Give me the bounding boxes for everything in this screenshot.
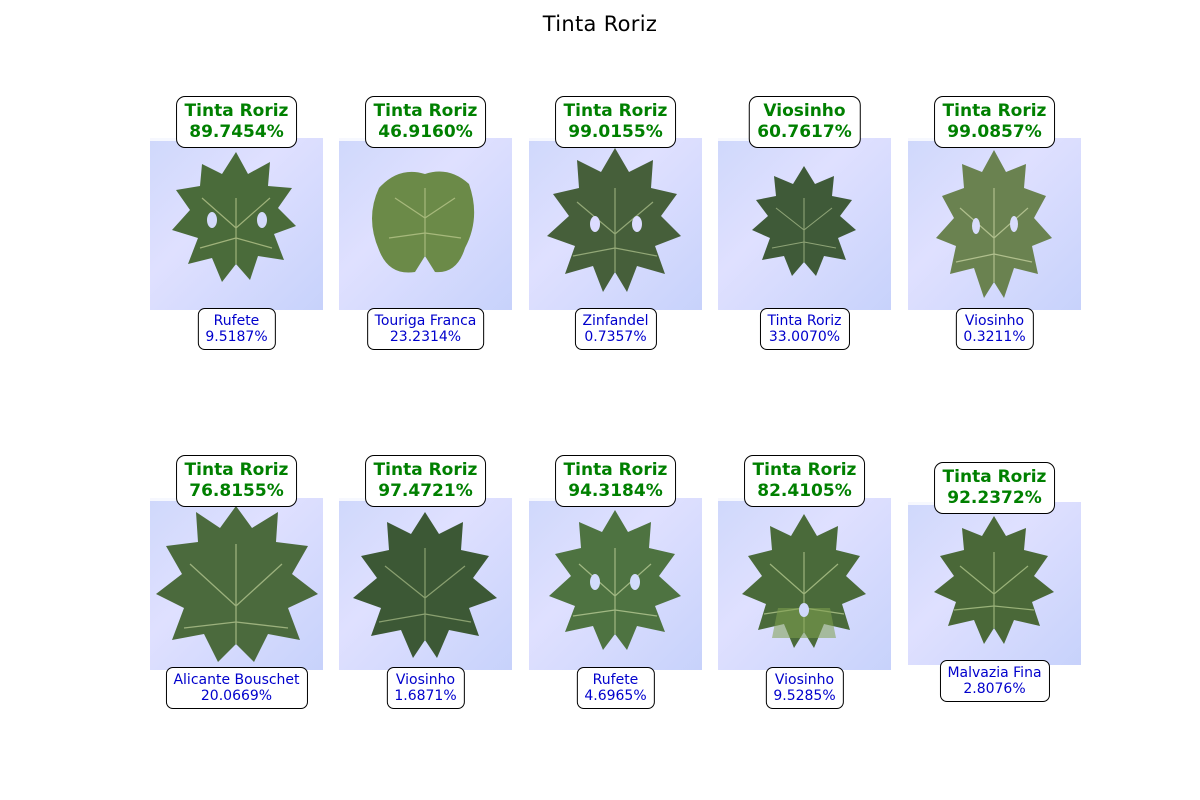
leaf-image bbox=[150, 138, 323, 310]
secondary-prediction-name: Zinfandel bbox=[582, 313, 649, 329]
leaf-image bbox=[529, 138, 702, 310]
figure-title: Tinta Roriz bbox=[542, 12, 658, 36]
secondary-prediction-name: Rufete bbox=[592, 672, 639, 688]
top-prediction-percent: 92.2372% bbox=[947, 488, 1042, 508]
top-prediction-name: Tinta Roriz bbox=[184, 101, 289, 121]
secondary-prediction-name: Viosinho bbox=[774, 672, 835, 688]
leaf-image bbox=[718, 498, 891, 670]
prediction-cell-6: Tinta Roriz 76.8155% Alicante Bouschet 2… bbox=[150, 455, 323, 775]
leaf-image bbox=[339, 138, 512, 310]
prediction-cell-7: Tinta Roriz 97.4721% Viosinho 1.6871% bbox=[339, 455, 512, 775]
top-prediction-percent: 46.9160% bbox=[378, 122, 473, 142]
top-prediction-name: Viosinho bbox=[763, 101, 846, 121]
secondary-prediction-label: Alicante Bouschet 20.0669% bbox=[165, 667, 308, 709]
prediction-cell-3: Tinta Roriz 99.0155% Zinfandel 0.7357% bbox=[529, 96, 702, 416]
leaf-image bbox=[529, 498, 702, 670]
top-prediction-percent: 99.0155% bbox=[568, 122, 663, 142]
top-prediction-label: Tinta Roriz 89.7454% bbox=[175, 96, 298, 148]
top-prediction-name: Tinta Roriz bbox=[942, 467, 1047, 487]
secondary-prediction-percent: 23.2314% bbox=[389, 329, 462, 345]
secondary-prediction-percent: 9.5285% bbox=[773, 688, 836, 704]
leaf-image bbox=[908, 138, 1081, 310]
top-prediction-label: Tinta Roriz 76.8155% bbox=[175, 455, 298, 507]
top-prediction-name: Tinta Roriz bbox=[373, 460, 478, 480]
secondary-prediction-percent: 20.0669% bbox=[200, 688, 273, 704]
secondary-prediction-label: Viosinho 1.6871% bbox=[386, 667, 465, 709]
top-prediction-label: Tinta Roriz 99.0155% bbox=[554, 96, 677, 148]
secondary-prediction-name: Viosinho bbox=[964, 313, 1025, 329]
prediction-cell-1: Tinta Roriz 89.7454% Rufete 9.5187% bbox=[150, 96, 323, 416]
top-prediction-label: Viosinho 60.7617% bbox=[748, 96, 861, 148]
prediction-cell-4: Viosinho 60.7617% Tinta Roriz 33.0070% bbox=[718, 96, 891, 416]
secondary-prediction-label: Touriga Franca 23.2314% bbox=[366, 308, 485, 350]
top-prediction-percent: 99.0857% bbox=[947, 122, 1042, 142]
secondary-prediction-label: Rufete 4.6965% bbox=[576, 667, 655, 709]
top-prediction-name: Tinta Roriz bbox=[752, 460, 857, 480]
secondary-prediction-label: Tinta Roriz 33.0070% bbox=[759, 308, 850, 350]
top-prediction-label: Tinta Roriz 92.2372% bbox=[933, 462, 1056, 514]
prediction-cell-9: Tinta Roriz 82.4105% Viosinho 9.5285% bbox=[718, 455, 891, 775]
secondary-prediction-name: Viosinho bbox=[395, 672, 456, 688]
top-prediction-label: Tinta Roriz 82.4105% bbox=[743, 455, 866, 507]
top-prediction-percent: 94.3184% bbox=[568, 481, 663, 501]
top-prediction-percent: 76.8155% bbox=[189, 481, 284, 501]
secondary-prediction-label: Malvazia Fina 2.8076% bbox=[939, 660, 1050, 702]
top-prediction-label: Tinta Roriz 46.9160% bbox=[364, 96, 487, 148]
leaf-image bbox=[908, 502, 1081, 665]
top-prediction-percent: 60.7617% bbox=[757, 122, 852, 142]
secondary-prediction-name: Touriga Franca bbox=[374, 313, 477, 329]
top-prediction-name: Tinta Roriz bbox=[373, 101, 478, 121]
secondary-prediction-percent: 9.5187% bbox=[205, 329, 268, 345]
secondary-prediction-percent: 2.8076% bbox=[963, 681, 1026, 697]
top-prediction-name: Tinta Roriz bbox=[563, 101, 668, 121]
top-prediction-name: Tinta Roriz bbox=[563, 460, 668, 480]
top-prediction-percent: 82.4105% bbox=[757, 481, 852, 501]
secondary-prediction-percent: 0.3211% bbox=[963, 329, 1026, 345]
secondary-prediction-label: Viosinho 9.5285% bbox=[765, 667, 844, 709]
top-prediction-percent: 89.7454% bbox=[189, 122, 284, 142]
top-prediction-name: Tinta Roriz bbox=[942, 101, 1047, 121]
prediction-cell-5: Tinta Roriz 99.0857% Viosinho 0.3211% bbox=[908, 96, 1081, 416]
top-prediction-percent: 97.4721% bbox=[378, 481, 473, 501]
top-prediction-label: Tinta Roriz 94.3184% bbox=[554, 455, 677, 507]
secondary-prediction-name: Tinta Roriz bbox=[767, 313, 842, 329]
secondary-prediction-label: Zinfandel 0.7357% bbox=[574, 308, 657, 350]
secondary-prediction-percent: 0.7357% bbox=[584, 329, 647, 345]
prediction-cell-10: Tinta Roriz 92.2372% Malvazia Fina 2.807… bbox=[908, 462, 1081, 782]
leaf-image bbox=[718, 138, 891, 310]
secondary-prediction-percent: 1.6871% bbox=[394, 688, 457, 704]
leaf-image bbox=[150, 498, 323, 670]
secondary-prediction-name: Alicante Bouschet bbox=[173, 672, 300, 688]
secondary-prediction-label: Viosinho 0.3211% bbox=[955, 308, 1034, 350]
secondary-prediction-name: Malvazia Fina bbox=[947, 665, 1042, 681]
secondary-prediction-percent: 4.6965% bbox=[584, 688, 647, 704]
secondary-prediction-percent: 33.0070% bbox=[768, 329, 841, 345]
secondary-prediction-name: Rufete bbox=[213, 313, 260, 329]
leaf-image bbox=[339, 498, 512, 670]
top-prediction-label: Tinta Roriz 97.4721% bbox=[364, 455, 487, 507]
prediction-cell-2: Tinta Roriz 46.9160% Touriga Franca 23.2… bbox=[339, 96, 512, 416]
secondary-prediction-label: Rufete 9.5187% bbox=[197, 308, 276, 350]
prediction-cell-8: Tinta Roriz 94.3184% Rufete 4.6965% bbox=[529, 455, 702, 775]
top-prediction-name: Tinta Roriz bbox=[184, 460, 289, 480]
top-prediction-label: Tinta Roriz 99.0857% bbox=[933, 96, 1056, 148]
